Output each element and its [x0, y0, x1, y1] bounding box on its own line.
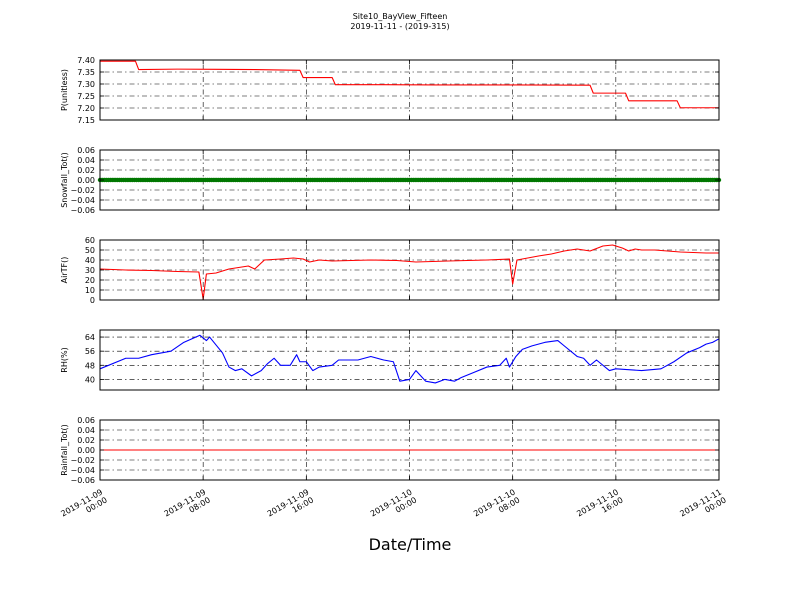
panel-0: 7.15 7.20 7.25 7.30 7.35 7.40 P(unitless): [60, 56, 720, 125]
y-tick-label: 40: [85, 375, 95, 384]
y-tick-label: 7.35: [77, 68, 95, 77]
y-tick-label: −0.02: [70, 186, 95, 195]
y-axis-label: P(unitless): [60, 69, 69, 111]
y-tick-label: 20: [85, 276, 95, 285]
y-tick-label: 7.15: [77, 116, 95, 125]
y-tick-label: −0.04: [70, 466, 95, 475]
x-tick-label: 2019-11-1008:00: [472, 487, 521, 526]
series-line: [100, 60, 719, 109]
y-tick-label: 0.00: [77, 446, 95, 455]
x-tick-label: 2019-11-0916:00: [266, 487, 315, 526]
x-tick-label: 2019-11-1016:00: [575, 487, 624, 526]
panel-4: −0.06−0.04−0.020.000.020.040.06 Rainfall_…: [60, 416, 720, 485]
y-tick-label: 10: [85, 286, 95, 295]
x-tick-label: 2019-11-1100:00: [678, 487, 727, 526]
y-tick-label: −0.04: [70, 196, 95, 205]
y-tick-label: −0.02: [70, 456, 95, 465]
y-tick-label: 0.02: [77, 436, 95, 445]
y-tick-label: 0.06: [77, 146, 95, 155]
y-axis-label: Rainfall_Tot(): [60, 424, 69, 476]
y-axis-label: RH(%): [60, 347, 69, 372]
y-tick-label: 0.02: [77, 166, 95, 175]
series-line: [99, 334, 720, 384]
y-tick-label: 0.00: [77, 176, 95, 185]
y-axis-label: Snowfall_Tot(): [60, 152, 69, 208]
panel-3: 40 48 56 64 RH(%): [60, 329, 720, 391]
y-tick-label: 7.30: [77, 80, 95, 89]
y-tick-label: 60: [85, 236, 95, 245]
x-tick-label: 2019-11-0900:00: [59, 487, 108, 526]
chart-title: Site10_BayView_Fifteen: [353, 12, 448, 21]
y-tick-label: 0: [90, 296, 95, 305]
y-tick-label: 7.20: [77, 104, 95, 113]
y-tick-label: −0.06: [70, 206, 95, 215]
y-tick-label: 56: [85, 347, 95, 356]
grid: [99, 330, 720, 390]
y-tick-label: 40: [85, 256, 95, 265]
panel-1: −0.06−0.04−0.020.000.020.040.06 Snowfall_…: [60, 146, 722, 215]
y-tick-label: 48: [85, 361, 95, 370]
grid: [99, 239, 720, 301]
series-line: [99, 244, 719, 300]
chart-subtitle: 2019-11-11 - (2019-315): [350, 22, 449, 31]
y-tick-label: 30: [85, 266, 95, 275]
y-axis-label: AirTF(): [60, 257, 69, 284]
y-tick-label: −0.06: [70, 476, 95, 485]
x-axis-label: Date/Time: [369, 535, 452, 554]
y-tick-label: 0.04: [77, 156, 95, 165]
x-tick-labels: 2019-11-0900:00 2019-11-0908:00 2019-11-09…: [59, 487, 727, 526]
y-tick-label: 64: [85, 333, 95, 342]
y-tick-label: 50: [85, 246, 95, 255]
y-tick-label: 7.40: [77, 56, 95, 65]
x-tick-label: 2019-11-1000:00: [369, 487, 418, 526]
panels: 7.15 7.20 7.25 7.30 7.35 7.40 P(unitless) −0.06…: [60, 56, 722, 485]
y-tick-label: 0.06: [77, 416, 95, 425]
x-tick-label: 2019-11-0908:00: [163, 487, 212, 526]
y-tick-label: 0.04: [77, 426, 95, 435]
y-tick-label: 7.25: [77, 92, 95, 101]
snowfall-markers: [97, 177, 722, 183]
